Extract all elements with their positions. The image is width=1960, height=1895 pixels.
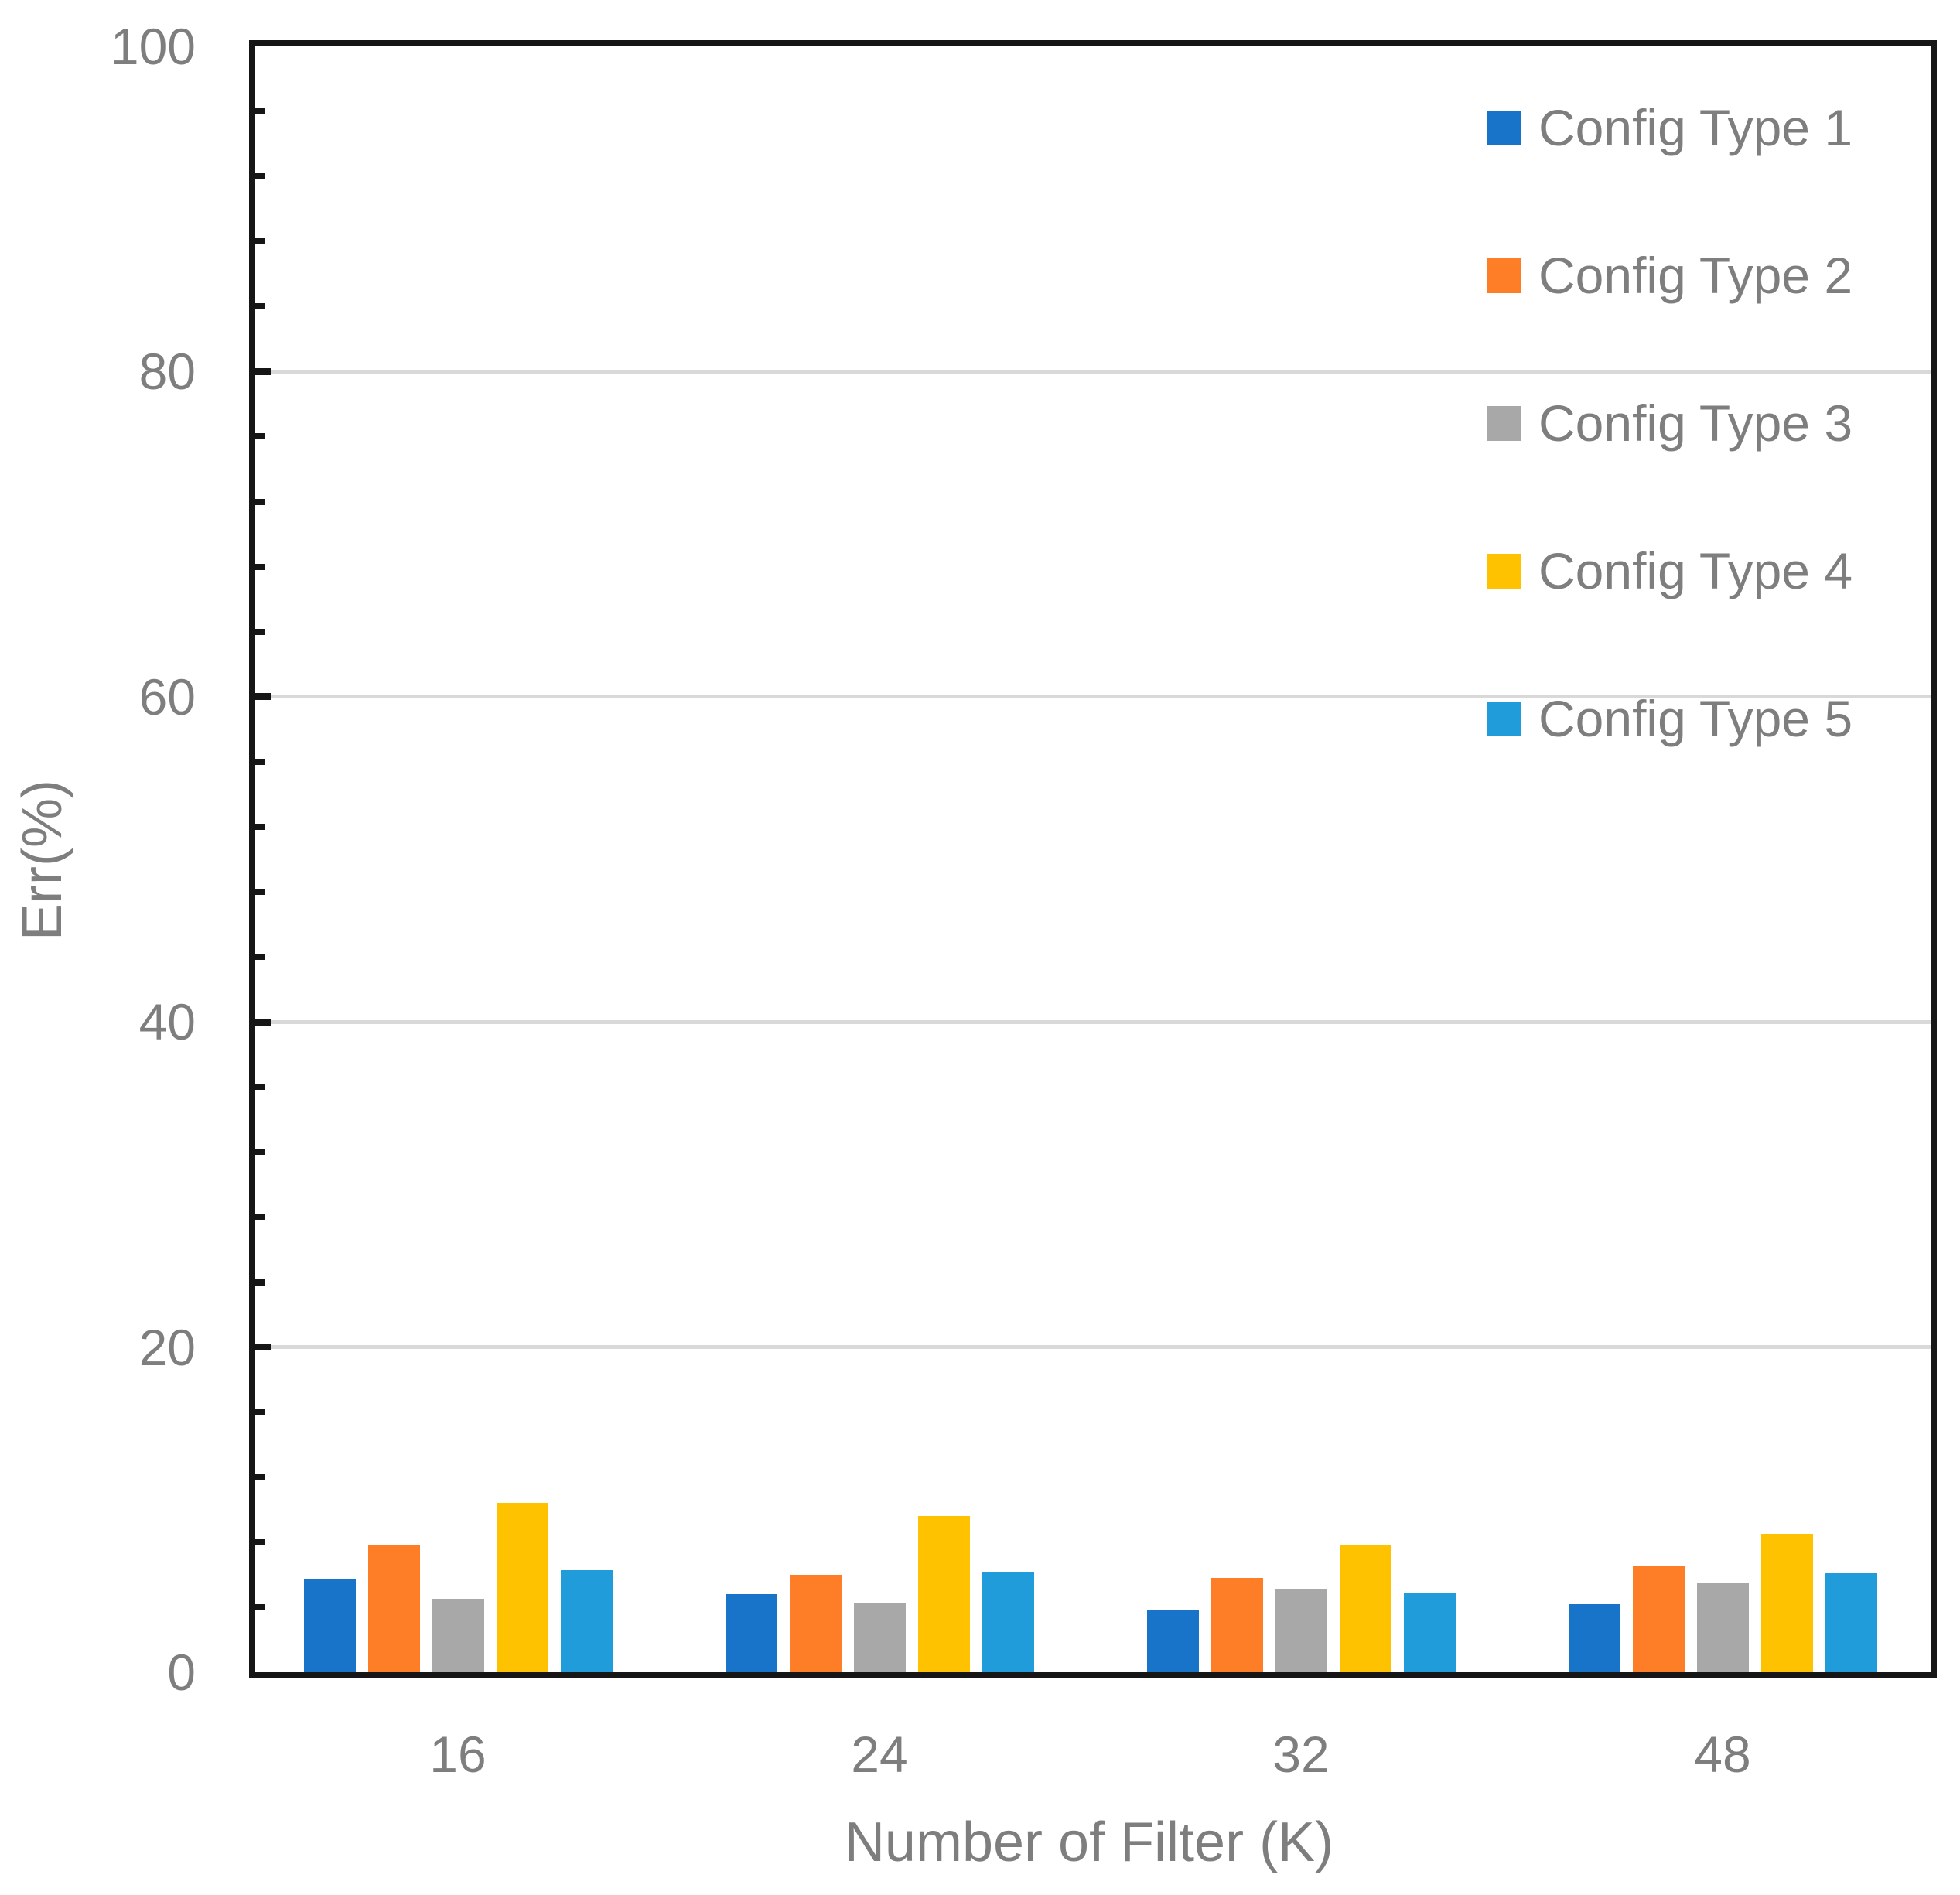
y-minor-tick-92 [255, 173, 265, 180]
y-minor-tick-72 [255, 498, 265, 505]
y-major-tick-40 [255, 1018, 271, 1026]
bar-config-type-5-24 [982, 1571, 1034, 1672]
y-minor-tick-84 [255, 303, 265, 310]
y-tick-label-0: 0 [167, 1644, 196, 1701]
bar-config-type-1-32 [1146, 1610, 1199, 1672]
x-tick-label-24: 24 [851, 1726, 908, 1783]
y-minor-tick-32 [255, 1149, 265, 1156]
y-major-tick-60 [255, 693, 271, 701]
plot-area-border [249, 40, 1937, 1678]
x-tick-label-16: 16 [429, 1726, 487, 1783]
plot-area [255, 46, 1931, 1672]
y-tick-label-60: 60 [138, 668, 196, 726]
y-minor-tick-48 [255, 889, 265, 896]
bar-config-type-4-16 [496, 1503, 548, 1672]
bar-config-type-2-48 [1632, 1566, 1685, 1672]
y-tick-label-20: 20 [138, 1318, 196, 1376]
y-minor-tick-76 [255, 433, 265, 440]
x-tick-label-32: 32 [1272, 1726, 1330, 1783]
y-major-tick-20 [255, 1344, 271, 1351]
bar-config-type-4-24 [917, 1516, 970, 1672]
y-major-tick-80 [255, 367, 271, 375]
y-minor-tick-88 [255, 238, 265, 245]
y-minor-tick-56 [255, 758, 265, 765]
y-minor-tick-8 [255, 1538, 265, 1545]
bar-config-type-5-48 [1825, 1572, 1877, 1672]
y-minor-tick-96 [255, 108, 265, 115]
y-minor-tick-12 [255, 1473, 265, 1480]
x-tick-label-48: 48 [1694, 1726, 1751, 1783]
bar-config-type-1-16 [303, 1579, 356, 1672]
y-minor-tick-4 [255, 1603, 265, 1610]
bar-config-type-3-16 [432, 1599, 484, 1672]
bar-config-type-4-32 [1339, 1545, 1391, 1672]
x-axis-title: Number of Filter (K) [844, 1811, 1334, 1873]
bar-config-type-2-32 [1210, 1578, 1263, 1672]
gridline-80 [255, 369, 1931, 374]
y-tick-label-100: 100 [110, 18, 196, 75]
y-minor-tick-64 [255, 628, 265, 635]
bar-config-type-5-32 [1403, 1593, 1456, 1672]
bar-config-type-3-24 [853, 1602, 906, 1672]
bar-config-type-3-32 [1275, 1589, 1327, 1672]
bar-config-type-4-48 [1760, 1534, 1813, 1672]
y-minor-tick-28 [255, 1214, 265, 1221]
y-minor-tick-52 [255, 823, 265, 830]
y-tick-label-40: 40 [138, 993, 196, 1051]
gridline-60 [255, 695, 1931, 699]
bar-config-type-2-16 [367, 1545, 420, 1672]
bar-config-type-1-48 [1568, 1603, 1620, 1672]
bar-config-type-2-24 [789, 1574, 842, 1672]
bar-config-type-1-24 [725, 1594, 777, 1672]
bar-config-type-5-16 [560, 1569, 613, 1672]
y-minor-tick-36 [255, 1084, 265, 1091]
gridline-40 [255, 1019, 1931, 1024]
y-axis-title: Err(%) [12, 780, 73, 941]
y-minor-tick-24 [255, 1279, 265, 1286]
y-tick-label-80: 80 [138, 343, 196, 401]
y-minor-tick-44 [255, 954, 265, 961]
bar-config-type-3-48 [1696, 1583, 1749, 1672]
y-minor-tick-16 [255, 1408, 265, 1415]
gridline-20 [255, 1345, 1931, 1350]
y-minor-tick-68 [255, 563, 265, 570]
